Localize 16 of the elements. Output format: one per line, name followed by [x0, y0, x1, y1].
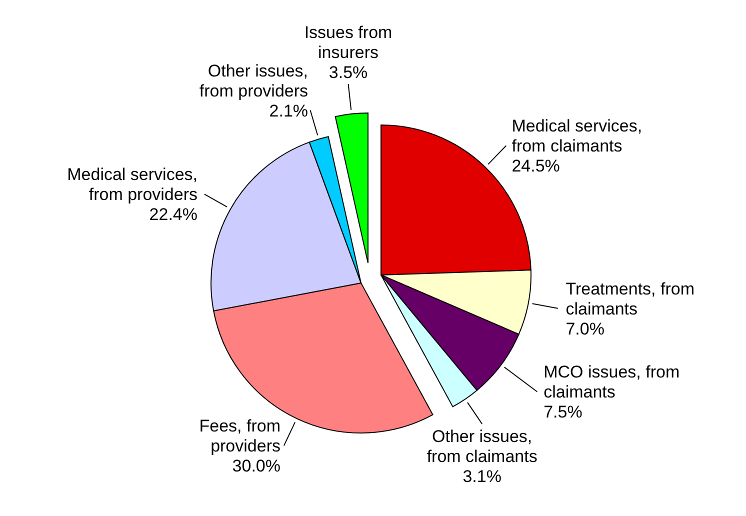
data-label: 3.1% — [462, 466, 502, 486]
data-label: 7.5% — [544, 402, 582, 422]
data-label: 3.5% — [328, 63, 368, 82]
data-label: 7.0% — [566, 319, 604, 338]
data-label: 2.1% — [269, 101, 308, 120]
slice-label: Fees, from providers — [199, 416, 280, 456]
slice-label: Medical services, from providers — [67, 165, 198, 204]
legend-label: Treatments, from claimants — [566, 279, 695, 318]
slice-label: Other issues, from claimants — [426, 426, 538, 466]
slice-label: Issues from insurers — [304, 23, 392, 62]
data-label: 22.4% — [149, 205, 198, 224]
slice-label: Other issues, from providers — [199, 61, 308, 100]
data-label: 30.0% — [232, 456, 280, 476]
data-label: 24.5% — [512, 156, 560, 176]
slice-label: Medical services, from claimants — [512, 116, 642, 156]
slice-label: MCO issues, from claimants — [544, 362, 680, 402]
